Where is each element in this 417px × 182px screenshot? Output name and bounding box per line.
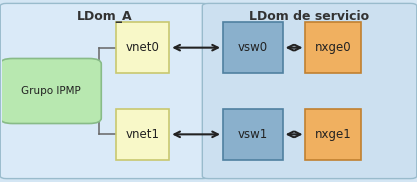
FancyBboxPatch shape — [0, 3, 208, 179]
FancyBboxPatch shape — [0, 58, 101, 124]
FancyBboxPatch shape — [202, 3, 417, 179]
Text: vsw1: vsw1 — [238, 128, 268, 141]
FancyBboxPatch shape — [223, 22, 283, 73]
Text: nxge0: nxge0 — [315, 41, 352, 54]
Text: LDom_A: LDom_A — [77, 10, 132, 23]
FancyBboxPatch shape — [305, 22, 361, 73]
Text: vnet1: vnet1 — [126, 128, 160, 141]
FancyBboxPatch shape — [305, 109, 361, 160]
Text: vsw0: vsw0 — [238, 41, 268, 54]
FancyBboxPatch shape — [116, 22, 169, 73]
Text: Grupo IPMP: Grupo IPMP — [21, 86, 80, 96]
Text: vnet0: vnet0 — [126, 41, 159, 54]
FancyBboxPatch shape — [223, 109, 283, 160]
Text: LDom de servicio: LDom de servicio — [249, 10, 369, 23]
FancyBboxPatch shape — [116, 109, 169, 160]
Text: nxge1: nxge1 — [315, 128, 352, 141]
